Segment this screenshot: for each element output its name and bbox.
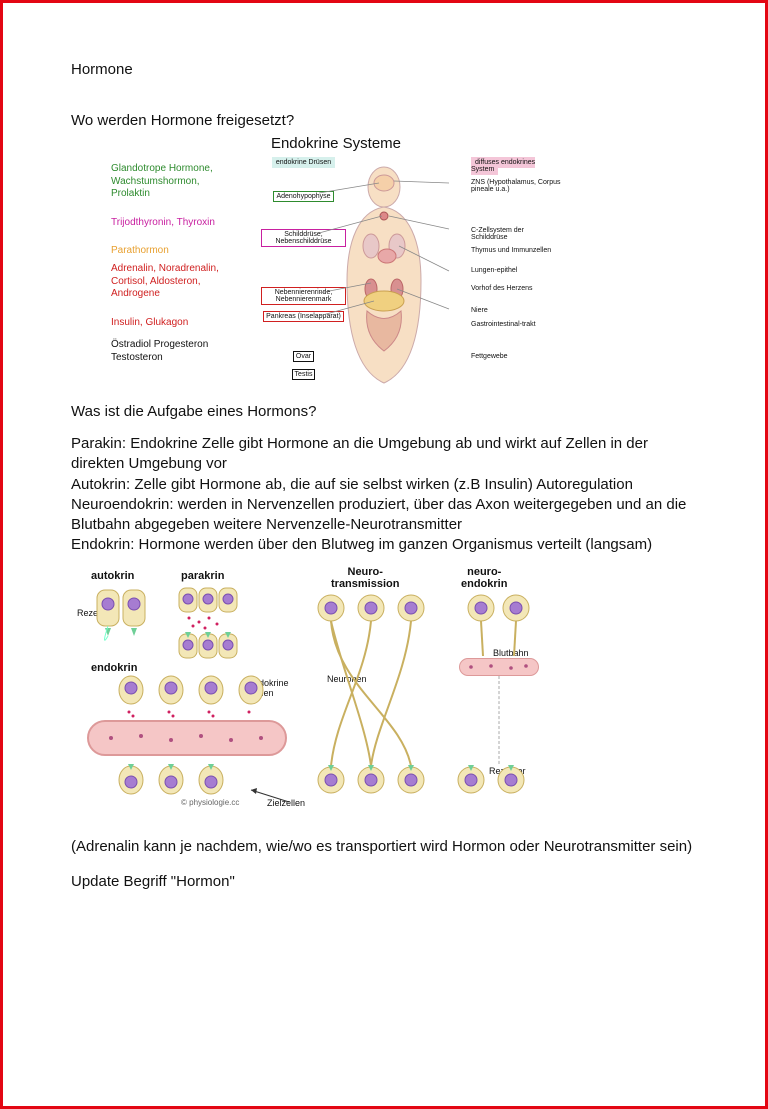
diagram1-right-label: Thymus und Immunzellen bbox=[471, 247, 561, 254]
diagram1-right-label: Fettgewebe bbox=[471, 353, 561, 360]
diagram1-right-label: Lungen-epithel bbox=[471, 267, 561, 274]
diagram1-right-header: diffuses endokrines System bbox=[471, 159, 561, 173]
paragraph-signaling-types: Parakin: Endokrine Zelle gibt Hormone an… bbox=[71, 434, 697, 556]
diagram-signaling-modes: autokrin parakrin Neuro- transmission ne… bbox=[71, 566, 571, 826]
document-page: Hormone Wo werden Hormone freigesetzt? E… bbox=[3, 3, 765, 930]
diagram1-right-label: C-Zellsystem der Schilddrüse bbox=[471, 227, 561, 241]
diagram2-svg bbox=[71, 566, 571, 826]
page-title: Hormone bbox=[71, 61, 697, 78]
question-1: Wo werden Hormone freigesetzt? bbox=[71, 112, 697, 129]
update-hormon: Update Begriff "Hormon" bbox=[71, 873, 697, 890]
note-adrenalin: (Adrenalin kann je nachdem, wie/wo es tr… bbox=[71, 838, 697, 855]
diagram1-left-label: Adrenalin, Noradrenalin, Cortisol, Aldos… bbox=[111, 263, 231, 301]
diagram1-left-label: Östradiol Progesteron Testosteron bbox=[111, 339, 231, 364]
diagram1-right-label: Niere bbox=[471, 307, 561, 314]
diagram1-left-label: Insulin, Glukagon bbox=[111, 317, 231, 330]
human-body-icon bbox=[239, 161, 469, 391]
diagram1-title: Endokrine Systeme bbox=[111, 135, 561, 152]
diagram1-left-label: Parathormon bbox=[111, 245, 231, 258]
diagram1-right-label: Gastrointestinal-trakt bbox=[471, 321, 561, 328]
diagram1-left-label: Trijodthyronin, Thyroxin bbox=[111, 217, 231, 230]
diagram1-right-label: Vorhof des Herzens bbox=[471, 285, 561, 292]
diagram1-right-label: ZNS (Hypothalamus, Corpus pineale u.a.) bbox=[471, 179, 561, 193]
diagram-endokrine-systeme: Endokrine Systeme Glandotrope Hormone, W… bbox=[111, 135, 561, 395]
diagram1-left-label: Glandotrope Hormone, Wachstumshormon, Pr… bbox=[111, 163, 231, 201]
question-2: Was ist die Aufgabe eines Hormons? bbox=[71, 403, 697, 420]
